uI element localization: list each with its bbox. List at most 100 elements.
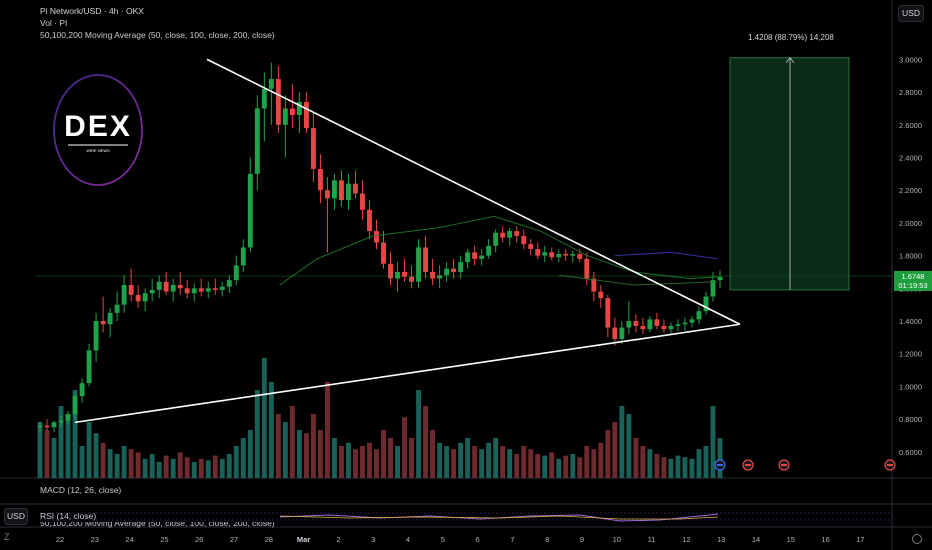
candle-body <box>619 327 625 339</box>
candle-body <box>51 422 57 428</box>
volume-bar <box>605 430 611 478</box>
moving-average-100 <box>615 251 718 260</box>
moving-average-legend: 50,100,200 Moving Average (50, close, 10… <box>40 30 275 40</box>
price-tick: 2.0000 <box>899 219 922 228</box>
time-tick: 10 <box>613 535 621 544</box>
time-tick: 27 <box>230 535 238 544</box>
moving-average-200 <box>559 274 718 286</box>
volume-bar <box>493 438 499 478</box>
price-tick: 2.6000 <box>899 121 922 130</box>
candle-body <box>521 235 527 245</box>
candle-body <box>37 425 43 428</box>
volume-bar <box>521 446 527 478</box>
volume-bar <box>65 414 71 478</box>
time-tick: 2 <box>336 535 340 544</box>
price-countdown: 01:19:53 <box>898 281 928 290</box>
candle-body <box>591 278 597 292</box>
volume-bar <box>409 438 414 478</box>
candle-body <box>598 291 604 299</box>
price-tick: 1.2000 <box>899 350 922 359</box>
logo-text: DEX <box>64 110 132 143</box>
volume-bar <box>556 458 562 478</box>
volume-bar <box>303 433 309 478</box>
candle-body <box>233 265 239 281</box>
price-tick: 2.4000 <box>899 154 922 163</box>
candle-body <box>310 128 316 169</box>
time-tick: 25 <box>160 535 168 544</box>
candle-body <box>444 268 450 276</box>
rsi-label: RSI (14, close) <box>40 511 97 521</box>
logo-subtext: WIRE NEWS <box>86 148 110 153</box>
candle-body <box>451 268 457 272</box>
volume-bar <box>72 390 78 478</box>
volume-bar <box>507 449 513 478</box>
currency-button[interactable]: USD <box>898 5 924 22</box>
candle-body <box>156 281 162 290</box>
candle-body <box>402 271 407 277</box>
volume-bar <box>577 457 583 478</box>
volume-bar <box>226 454 232 478</box>
candle-body <box>205 288 211 292</box>
volume-bar <box>44 430 50 478</box>
timezone-icon[interactable]: Z <box>4 532 10 542</box>
resistance-trend-line <box>206 58 741 325</box>
time-tick: 26 <box>195 535 203 544</box>
time-tick: 6 <box>476 535 480 544</box>
volume-bar <box>535 454 541 478</box>
candle-body <box>177 285 183 289</box>
measure-arrow-head <box>785 57 795 64</box>
settings-icon[interactable] <box>912 534 922 544</box>
volume-bar <box>598 442 604 478</box>
candle-body <box>374 231 379 243</box>
volume-bar <box>654 454 660 478</box>
candle-body <box>303 101 309 129</box>
bottom-currency-button[interactable]: USD <box>4 508 28 525</box>
volume-bar <box>135 452 141 478</box>
volume-bar <box>247 430 253 478</box>
candle-body <box>458 262 464 272</box>
candle-body <box>626 321 632 328</box>
candle-body <box>409 276 414 282</box>
volume-bar <box>163 455 169 478</box>
candle-body <box>472 252 478 259</box>
volume-bar <box>107 449 113 478</box>
candle-body <box>388 263 393 279</box>
volume-bar <box>338 446 344 478</box>
candle-body <box>296 101 302 115</box>
candle-body <box>675 324 681 326</box>
measure-box <box>729 57 850 291</box>
candle-body <box>282 108 288 125</box>
candle-body <box>128 285 134 295</box>
time-tick: 16 <box>821 535 829 544</box>
event-marker-mark <box>781 464 787 466</box>
volume-bar <box>472 446 478 478</box>
volume-bar <box>430 430 436 478</box>
rsi-ma-line <box>279 515 719 520</box>
candle-body <box>633 321 639 326</box>
volume-bar <box>675 455 681 478</box>
candle-body <box>261 88 267 109</box>
time-tick: 8 <box>545 535 549 544</box>
candle-body <box>605 298 611 328</box>
candle-body <box>584 258 590 279</box>
volume-bar <box>275 414 281 478</box>
time-tick: 12 <box>682 535 690 544</box>
volume-bar <box>570 454 576 478</box>
candle-body <box>542 252 548 256</box>
volume-bar <box>114 454 120 478</box>
candle-body <box>360 193 365 210</box>
candle-body <box>381 242 386 264</box>
volume-bar <box>416 390 422 478</box>
candle-body <box>528 244 534 250</box>
volume-bar <box>142 458 148 478</box>
time-tick: 9 <box>580 535 584 544</box>
volume-bar <box>170 458 176 478</box>
candle-body <box>696 311 702 320</box>
volume-bar <box>388 438 393 478</box>
volume-bar <box>626 414 632 478</box>
volume-bar <box>374 449 379 478</box>
volume-bar <box>198 458 204 478</box>
candle-body <box>556 253 562 258</box>
volume-bar <box>254 390 260 478</box>
